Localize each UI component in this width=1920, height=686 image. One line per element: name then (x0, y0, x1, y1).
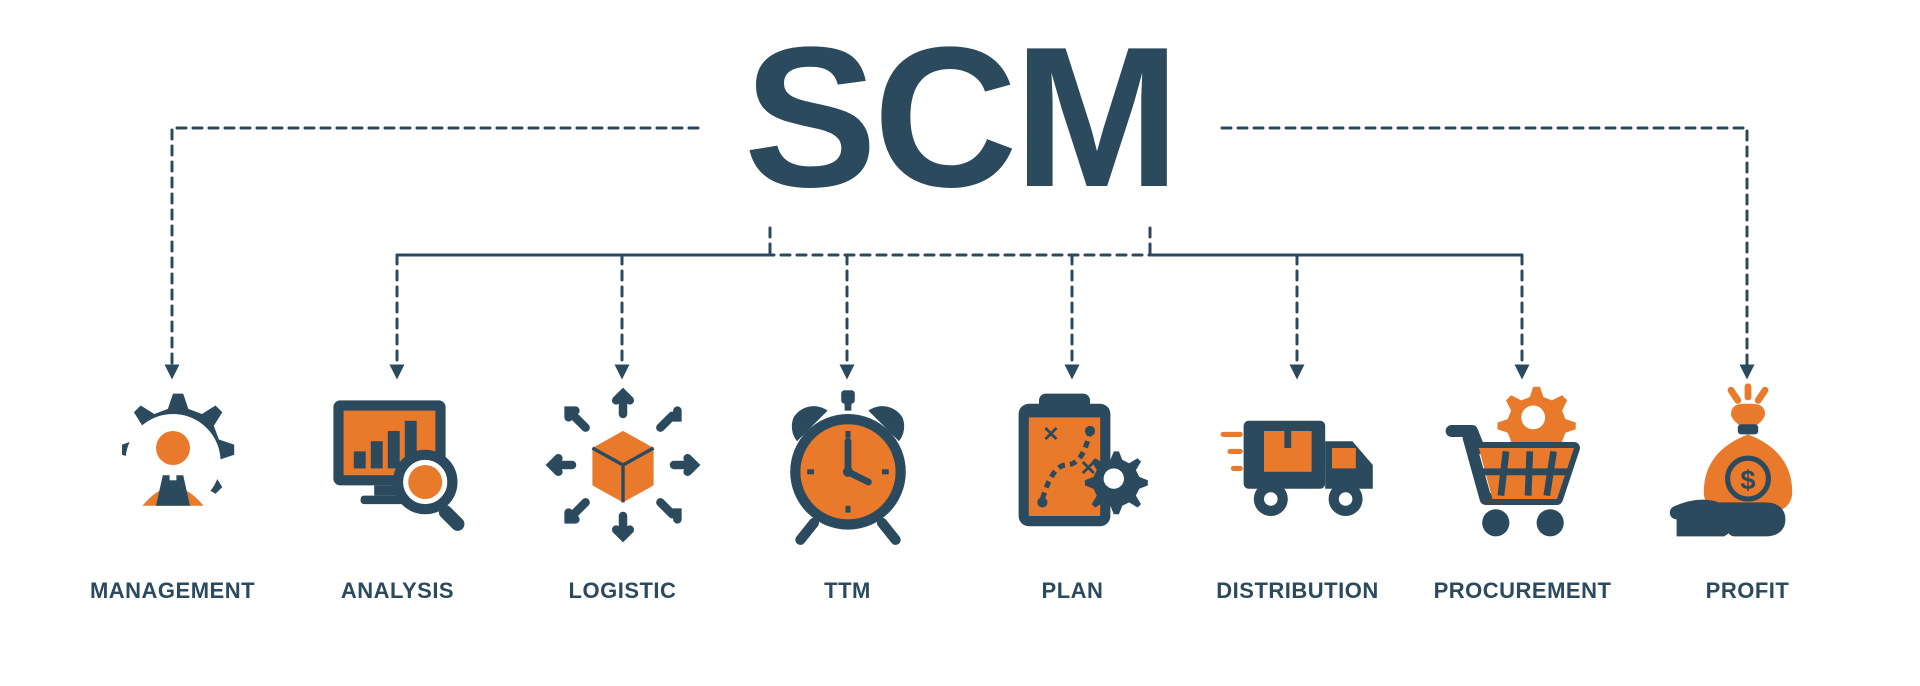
item-management: MANAGEMENT (73, 380, 273, 604)
item-label: MANAGEMENT (90, 578, 255, 604)
item-label: PLAN (1042, 578, 1104, 604)
hand-moneybag-icon: $ (1663, 380, 1833, 550)
alarm-clock-icon (763, 380, 933, 550)
item-label: DISTRIBUTION (1216, 578, 1378, 604)
svg-text:✕: ✕ (1042, 424, 1059, 446)
main-title: SCM (744, 18, 1176, 218)
monitor-chart-lens-icon (313, 380, 483, 550)
item-profit: $ PROFIT (1648, 380, 1848, 604)
item-label: TTM (824, 578, 871, 604)
item-plan: ✕ ✕ PLAN (973, 380, 1173, 604)
item-procurement: PROCUREMENT (1423, 380, 1623, 604)
svg-text:$: $ (1740, 464, 1755, 495)
items-row: MANAGEMENT ANALYSIS (0, 380, 1920, 604)
cart-gear-icon (1438, 380, 1608, 550)
gear-person-icon (88, 380, 258, 550)
item-label: LOGISTIC (569, 578, 677, 604)
item-label: PROCUREMENT (1434, 578, 1612, 604)
clipboard-gear-icon: ✕ ✕ (988, 380, 1158, 550)
item-distribution: DISTRIBUTION (1198, 380, 1398, 604)
item-analysis: ANALYSIS (298, 380, 498, 604)
item-label: PROFIT (1706, 578, 1790, 604)
item-ttm: TTM (748, 380, 948, 604)
item-logistic: LOGISTIC (523, 380, 723, 604)
box-arrows-icon (538, 380, 708, 550)
item-label: ANALYSIS (341, 578, 454, 604)
delivery-truck-icon (1213, 380, 1383, 550)
